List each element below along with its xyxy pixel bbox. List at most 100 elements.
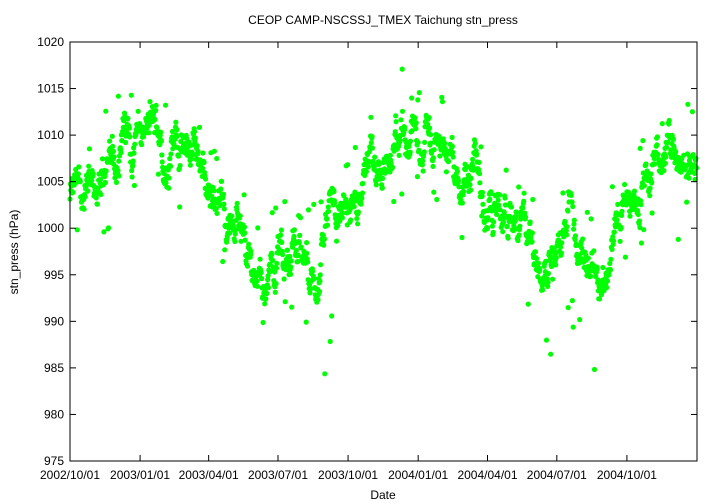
data-point-1017 [454,168,460,175]
data-point-1399 [600,264,606,271]
data-point-913 [415,97,421,103]
data-point-1196 [523,214,529,220]
data-point-1136 [500,229,506,235]
data-point-1597 [675,236,681,242]
data-point-1319 [569,298,576,304]
data-point-1417 [607,260,613,267]
axes: 975 980 985 990 995 1000 1005 1010 1015 1020 2002/… [37,35,698,482]
data-point-1304 [564,232,570,238]
data-point-521 [265,285,272,291]
data-point-1233 [537,266,543,272]
data-point-542 [273,265,280,271]
data-point-327 [192,128,198,135]
data-point-693 [331,189,337,195]
data-point-40 [82,194,88,200]
data-point-963 [434,196,440,203]
data-point-602 [296,240,302,246]
data-point-872 [399,66,405,72]
data-point-850 [391,198,397,205]
data-point-906 [412,115,418,121]
data-point-291 [178,138,184,145]
data-point-425 [229,213,235,219]
data-point-352 [201,159,207,166]
data-point-1189 [520,205,526,211]
data-point-1068 [474,151,480,157]
data-point-1329 [573,241,579,247]
data-point-1542 [654,134,661,140]
data-point-403 [220,191,227,197]
data-point-1527 [649,180,655,186]
data-point-1003 [449,134,455,140]
data-point-1079 [478,144,484,150]
data-point-856 [393,119,399,125]
data-point-1140 [501,209,507,215]
data-point-469 [246,241,252,247]
data-point-336 [195,148,201,154]
data-point-1241 [540,287,546,293]
data-point-349 [200,150,206,156]
data-point-841 [387,152,393,158]
data-points [67,66,700,377]
data-point-1506 [641,227,647,233]
data-point-309 [185,148,191,154]
data-point-753 [354,216,360,222]
data-point-703 [335,222,341,229]
data-point-793 [369,133,375,140]
data-point-1075 [476,171,483,177]
data-point-873 [399,108,406,114]
data-point-1566 [663,144,670,150]
data-point-676 [324,222,331,228]
data-point-978 [439,99,446,105]
data-point-944 [427,125,433,131]
data-point-457 [241,192,247,198]
data-point-1390 [596,296,603,302]
data-point-281 [174,127,180,133]
data-point-1138 [500,219,507,225]
data-point-89 [101,229,107,235]
data-point-61 [90,171,96,177]
data-point-916 [416,147,422,153]
data-point-447 [237,213,243,219]
data-point-640 [311,201,317,207]
data-point-1126 [496,202,502,208]
data-point-1497 [637,145,643,151]
data-point-820 [379,185,385,191]
data-point-626 [305,207,312,213]
data-point-260 [166,175,172,181]
data-point-514 [263,296,269,302]
data-point-749 [352,144,358,151]
data-point-1053 [468,175,474,181]
x-tick-label-6: 2004/04/01 [457,468,517,482]
data-point-517 [264,290,270,297]
data-point-57 [89,178,95,184]
y-tick-label-0: 975 [44,454,64,468]
data-point-909 [413,120,419,126]
data-point-755 [355,221,361,227]
data-point-1021 [456,184,462,190]
data-point-605 [297,215,304,221]
y-tick-label-6: 1005 [37,175,64,189]
x-tick-label-4: 2003/10/01 [318,468,378,482]
data-point-1215 [530,196,536,203]
data-point-1429 [611,229,617,235]
data-point-1338 [577,317,583,323]
data-point-1059 [470,167,476,173]
data-point-1523 [647,185,653,191]
data-point-591 [292,241,298,247]
data-point-1050 [467,182,473,188]
data-point-869 [398,117,404,123]
data-point-1020 [455,178,462,184]
data-point-564 [282,199,288,205]
data-point-764 [358,201,364,207]
plot-frame [69,41,698,462]
data-point-384 [213,206,219,212]
data-point-579 [288,271,294,277]
data-point-1541 [654,142,660,148]
data-point-492 [254,283,260,289]
data-point-207 [146,130,152,136]
data-point-678 [325,204,331,210]
data-point-1031 [460,184,466,190]
data-point-1213 [529,239,535,245]
data-point-651 [315,297,321,303]
data-point-1436 [614,217,620,223]
